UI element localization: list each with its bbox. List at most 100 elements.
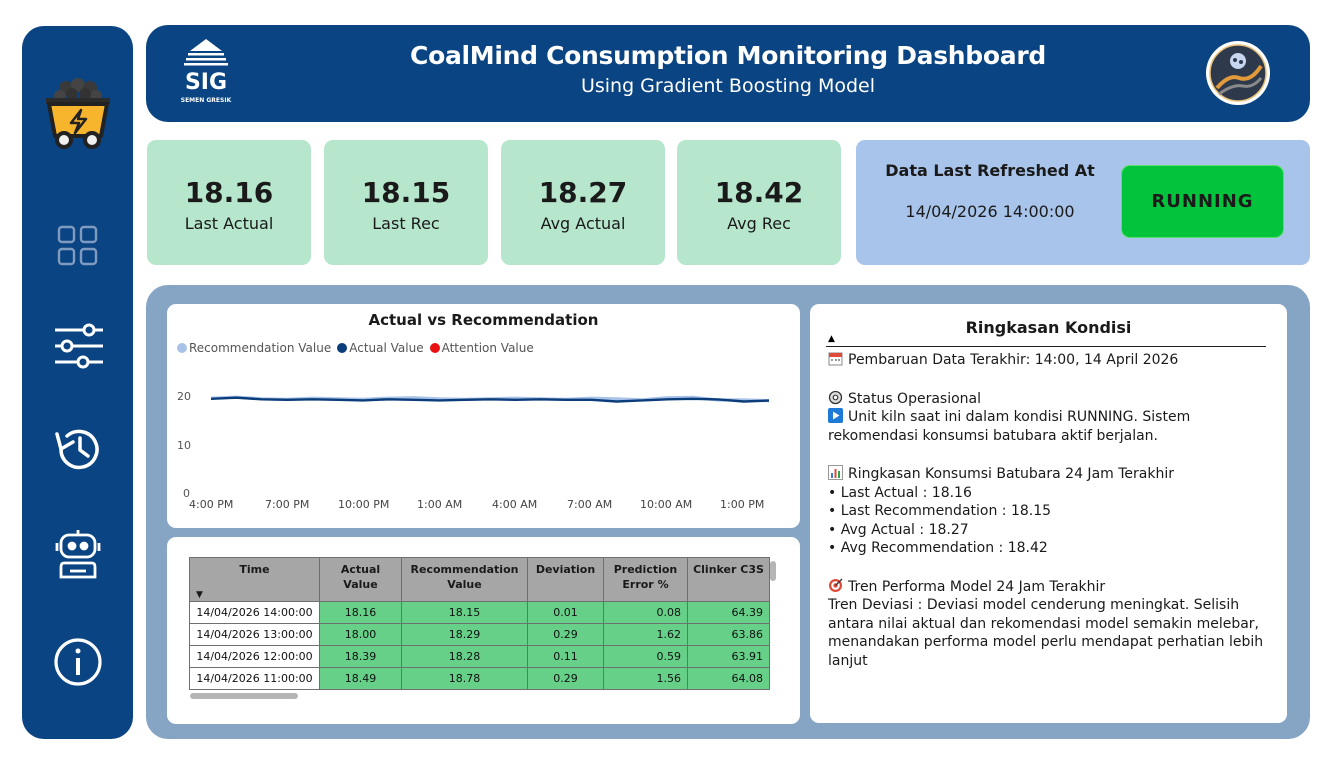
summary-consumption-item: • Last Actual : 18.16 [828, 484, 972, 501]
cell-c3s: 63.91 [687, 645, 770, 668]
cell-recommendation: 18.28 [401, 645, 528, 668]
data-table-container[interactable]: Time ▼ Actual Value Recommendation Value … [189, 557, 779, 697]
x-tick: 1:00 AM [417, 498, 463, 511]
bar-chart-icon [828, 465, 843, 480]
company-logo-text: SEMEN GRESIK [180, 97, 232, 104]
sliders-icon[interactable] [22, 321, 133, 371]
cell-actual: 18.16 [319, 601, 402, 624]
y-tick: 0 [183, 487, 190, 500]
summary-consumption-item: • Avg Actual : 18.27 [828, 521, 969, 538]
x-tick: 7:00 AM [567, 498, 613, 511]
legend-label: Attention Value [441, 341, 534, 355]
legend-item-actual[interactable]: Actual Value [337, 341, 424, 355]
table-row[interactable]: 14/04/2026 12:00:00 18.39 18.28 0.11 0.5… [189, 645, 770, 668]
svg-text:SIG: SIG [185, 70, 227, 95]
summary-trend-heading: Tren Performa Model 24 Jam Terakhir [828, 578, 1268, 597]
table-header-row: Time ▼ Actual Value Recommendation Value … [189, 557, 770, 602]
cell-error: 0.08 [603, 601, 688, 624]
calendar-icon [828, 352, 843, 366]
x-tick: 10:00 PM [338, 498, 390, 511]
cell-recommendation: 18.15 [401, 601, 528, 624]
legend-item-attention[interactable]: Attention Value [429, 341, 534, 355]
legend-dot-icon [429, 343, 440, 353]
column-header-deviation[interactable]: Deviation [527, 557, 604, 602]
summary-body: Pembaruan Data Terakhir: 14:00, 14 April… [828, 351, 1268, 670]
cell-deviation: 0.11 [527, 645, 604, 668]
summary-update: Pembaruan Data Terakhir: 14:00, 14 April… [828, 351, 1268, 370]
refresh-card: Data Last Refreshed At 14/04/2026 14:00:… [856, 140, 1310, 265]
header-banner: SIG SEMEN GRESIK CoalMind Consumption Mo… [146, 25, 1310, 122]
x-tick: 4:00 PM [189, 498, 234, 511]
cell-actual: 18.39 [319, 645, 402, 668]
cell-c3s: 63.86 [687, 623, 770, 646]
kpi-label: Last Actual [184, 214, 274, 233]
kpi-label: Last Rec [372, 214, 440, 233]
coal-cart-icon[interactable] [22, 74, 133, 154]
history-icon[interactable] [22, 424, 133, 474]
refresh-timestamp: 14/04/2026 14:00:00 [905, 202, 1075, 221]
summary-divider [826, 346, 1266, 347]
table-row[interactable]: 14/04/2026 13:00:00 18.00 18.29 0.29 1.6… [189, 623, 770, 646]
kpi-value: 18.16 [184, 176, 274, 209]
info-icon[interactable] [22, 634, 133, 689]
cell-actual: 18.00 [319, 623, 402, 646]
summary-status-heading: Status Operasional [828, 390, 1268, 409]
table-row[interactable]: 14/04/2026 14:00:00 18.16 18.15 0.01 0.0… [189, 601, 770, 624]
column-header-recommendation[interactable]: Recommendation Value [401, 557, 528, 602]
kpi-avg-rec: 18.42 Avg Rec [677, 140, 841, 265]
company-logo: SIG SEMEN GRESIK [176, 37, 236, 105]
x-tick: 7:00 PM [265, 498, 310, 511]
chart-legend: Recommendation Value Actual Value Attent… [177, 341, 534, 355]
kpi-value: 18.15 [361, 176, 451, 209]
column-header-error[interactable]: Prediction Error % [603, 557, 688, 602]
gear-icon [828, 390, 843, 404]
collapse-caret-icon[interactable]: ▲ [828, 334, 835, 344]
cell-recommendation: 18.78 [401, 667, 528, 690]
legend-dot-icon [337, 343, 348, 353]
page-title: CoalMind Consumption Monitoring Dashboar… [410, 41, 1046, 70]
data-table: Time ▼ Actual Value Recommendation Value … [189, 557, 770, 690]
legend-item-recommendation[interactable]: Recommendation Value [177, 341, 331, 355]
cell-recommendation: 18.29 [401, 623, 528, 646]
x-tick: 1:00 PM [720, 498, 765, 511]
summary-consumption-heading: Ringkasan Konsumsi Batubara 24 Jam Terak… [828, 465, 1268, 484]
robot-icon[interactable] [22, 526, 133, 581]
horizontal-scrollbar[interactable] [190, 693, 298, 699]
kpi-last-rec: 18.15 Last Rec [324, 140, 488, 265]
column-header-label: Time [239, 563, 270, 576]
vertical-scrollbar[interactable] [770, 561, 776, 581]
summary-trend-heading-text: Tren Performa Model 24 Jam Terakhir [848, 578, 1106, 595]
cell-c3s: 64.39 [687, 601, 770, 624]
line-chart[interactable] [167, 304, 800, 528]
column-header-time[interactable]: Time ▼ [189, 557, 320, 602]
kpi-label: Avg Rec [727, 214, 791, 233]
summary-status-text: Unit kiln saat ini dalam kondisi RUNNING… [828, 408, 1268, 445]
cell-c3s: 64.08 [687, 667, 770, 690]
column-header-actual[interactable]: Actual Value [319, 557, 402, 602]
legend-dot-icon [177, 343, 187, 353]
cell-error: 1.62 [603, 623, 688, 646]
brain-logo-icon [1206, 41, 1270, 105]
summary-title: Ringkasan Kondisi [965, 318, 1132, 337]
summary-panel: Ringkasan Kondisi ▲ Pembaruan Data Terak… [810, 304, 1287, 723]
cell-deviation: 0.29 [527, 667, 604, 690]
column-header-c3s[interactable]: Clinker C3S [687, 557, 770, 602]
dashboard-grid-icon[interactable] [22, 221, 133, 271]
refresh-title: Data Last Refreshed At [885, 161, 1095, 180]
cell-error: 0.59 [603, 645, 688, 668]
sort-desc-icon[interactable]: ▼ [196, 590, 203, 600]
target-icon [829, 578, 843, 592]
summary-status-heading-text: Status Operasional [848, 390, 982, 407]
cell-error: 1.56 [603, 667, 688, 690]
summary-consumption-heading-text: Ringkasan Konsumsi Batubara 24 Jam Terak… [848, 466, 1174, 482]
summary-update-text: Pembaruan Data Terakhir: 14:00, 14 April… [848, 352, 1179, 368]
summary-consumption-item: • Avg Recommendation : 18.42 [828, 540, 1048, 556]
series-line-actual[interactable] [210, 396, 770, 403]
summary-consumption-item: • Last Recommendation : 18.15 [828, 503, 1052, 519]
sidebar [22, 26, 133, 739]
y-tick: 20 [177, 390, 191, 403]
summary-trend-text: Tren Deviasi : Deviasi model cenderung m… [828, 597, 1264, 669]
y-tick: 10 [177, 439, 191, 452]
x-tick: 10:00 AM [640, 498, 693, 511]
table-row[interactable]: 14/04/2026 11:00:00 18.49 18.78 0.29 1.5… [189, 667, 770, 690]
